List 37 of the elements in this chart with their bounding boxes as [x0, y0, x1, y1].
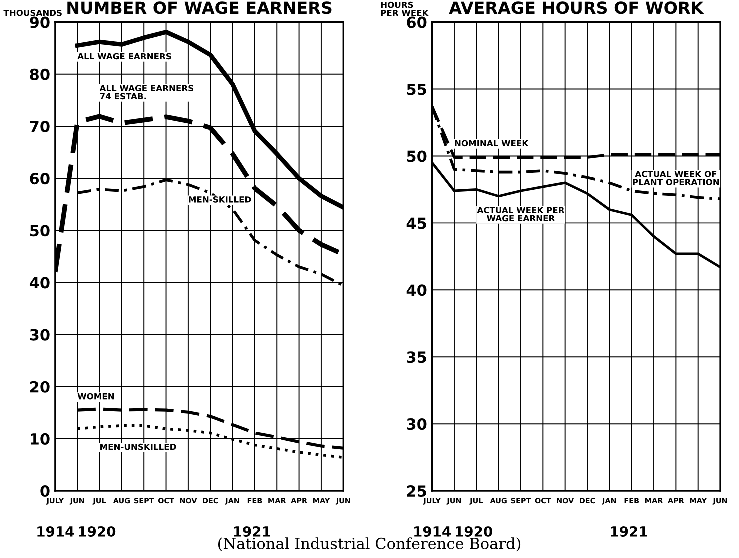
text: 1921 — [234, 526, 270, 537]
text: 1921 — [611, 526, 648, 537]
y-tick-label: 70 — [30, 120, 50, 132]
text: 1920 — [79, 526, 116, 537]
y-tick-label: 50 — [30, 225, 50, 237]
chart-title: AVERAGE HOURS OF WORK — [449, 2, 704, 14]
y-tick-label: 25 — [407, 486, 426, 498]
y-axis-title: THOUSANDS — [4, 10, 62, 16]
text: ALL WAGE EARNERS 74 ESTAB. — [100, 85, 194, 100]
y-tick-label: 90 — [30, 16, 50, 28]
y-tick-label: 0 — [40, 486, 50, 498]
y-tick-label: 30 — [407, 418, 427, 430]
y-tick-label: 30 — [30, 329, 50, 341]
series-label: MEN-UNSKILLED — [100, 444, 176, 450]
text: 1920 — [456, 526, 492, 537]
y-tick-label: 10 — [31, 433, 50, 445]
series-label: ACTUAL WEEK PER WAGE EARNER — [477, 207, 565, 222]
y-tick-label: 40 — [406, 284, 427, 296]
series-label: MEN-SKILLED — [189, 196, 252, 203]
series-label: ACTUAL WEEK OF PLANT OPERATION — [633, 171, 720, 186]
text: 1914 — [414, 526, 452, 537]
y-tick-label: 60 — [407, 16, 427, 28]
text: 1914 — [38, 526, 74, 537]
y-tick-label: 35 — [407, 352, 426, 364]
text: (National Industrial Conference Board) — [218, 538, 521, 552]
y-tick-label: 55 — [407, 84, 426, 96]
y-tick-label: 20 — [30, 381, 50, 393]
chart-title: NUMBER OF WAGE EARNERS — [68, 2, 332, 14]
series-label: WOMEN — [78, 393, 114, 400]
y-tick-label: 80 — [30, 68, 50, 80]
y-axis-title: HOURS PER WEEK — [381, 2, 429, 16]
series-label: NOMINAL WEEK — [455, 140, 529, 147]
y-tick-label: 45 — [406, 218, 426, 230]
y-tick-label: 40 — [30, 277, 50, 289]
y-tick-label: 50 — [407, 150, 427, 162]
series-label: ALL WAGE EARNERS — [78, 53, 172, 60]
y-tick-label: 60 — [30, 173, 50, 185]
